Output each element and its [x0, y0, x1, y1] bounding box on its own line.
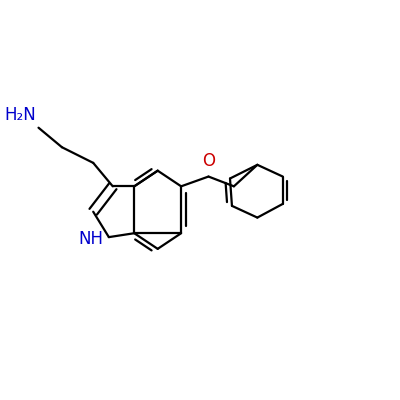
Text: NH: NH [78, 230, 103, 248]
Text: O: O [202, 152, 215, 170]
Text: H₂N: H₂N [5, 106, 36, 124]
